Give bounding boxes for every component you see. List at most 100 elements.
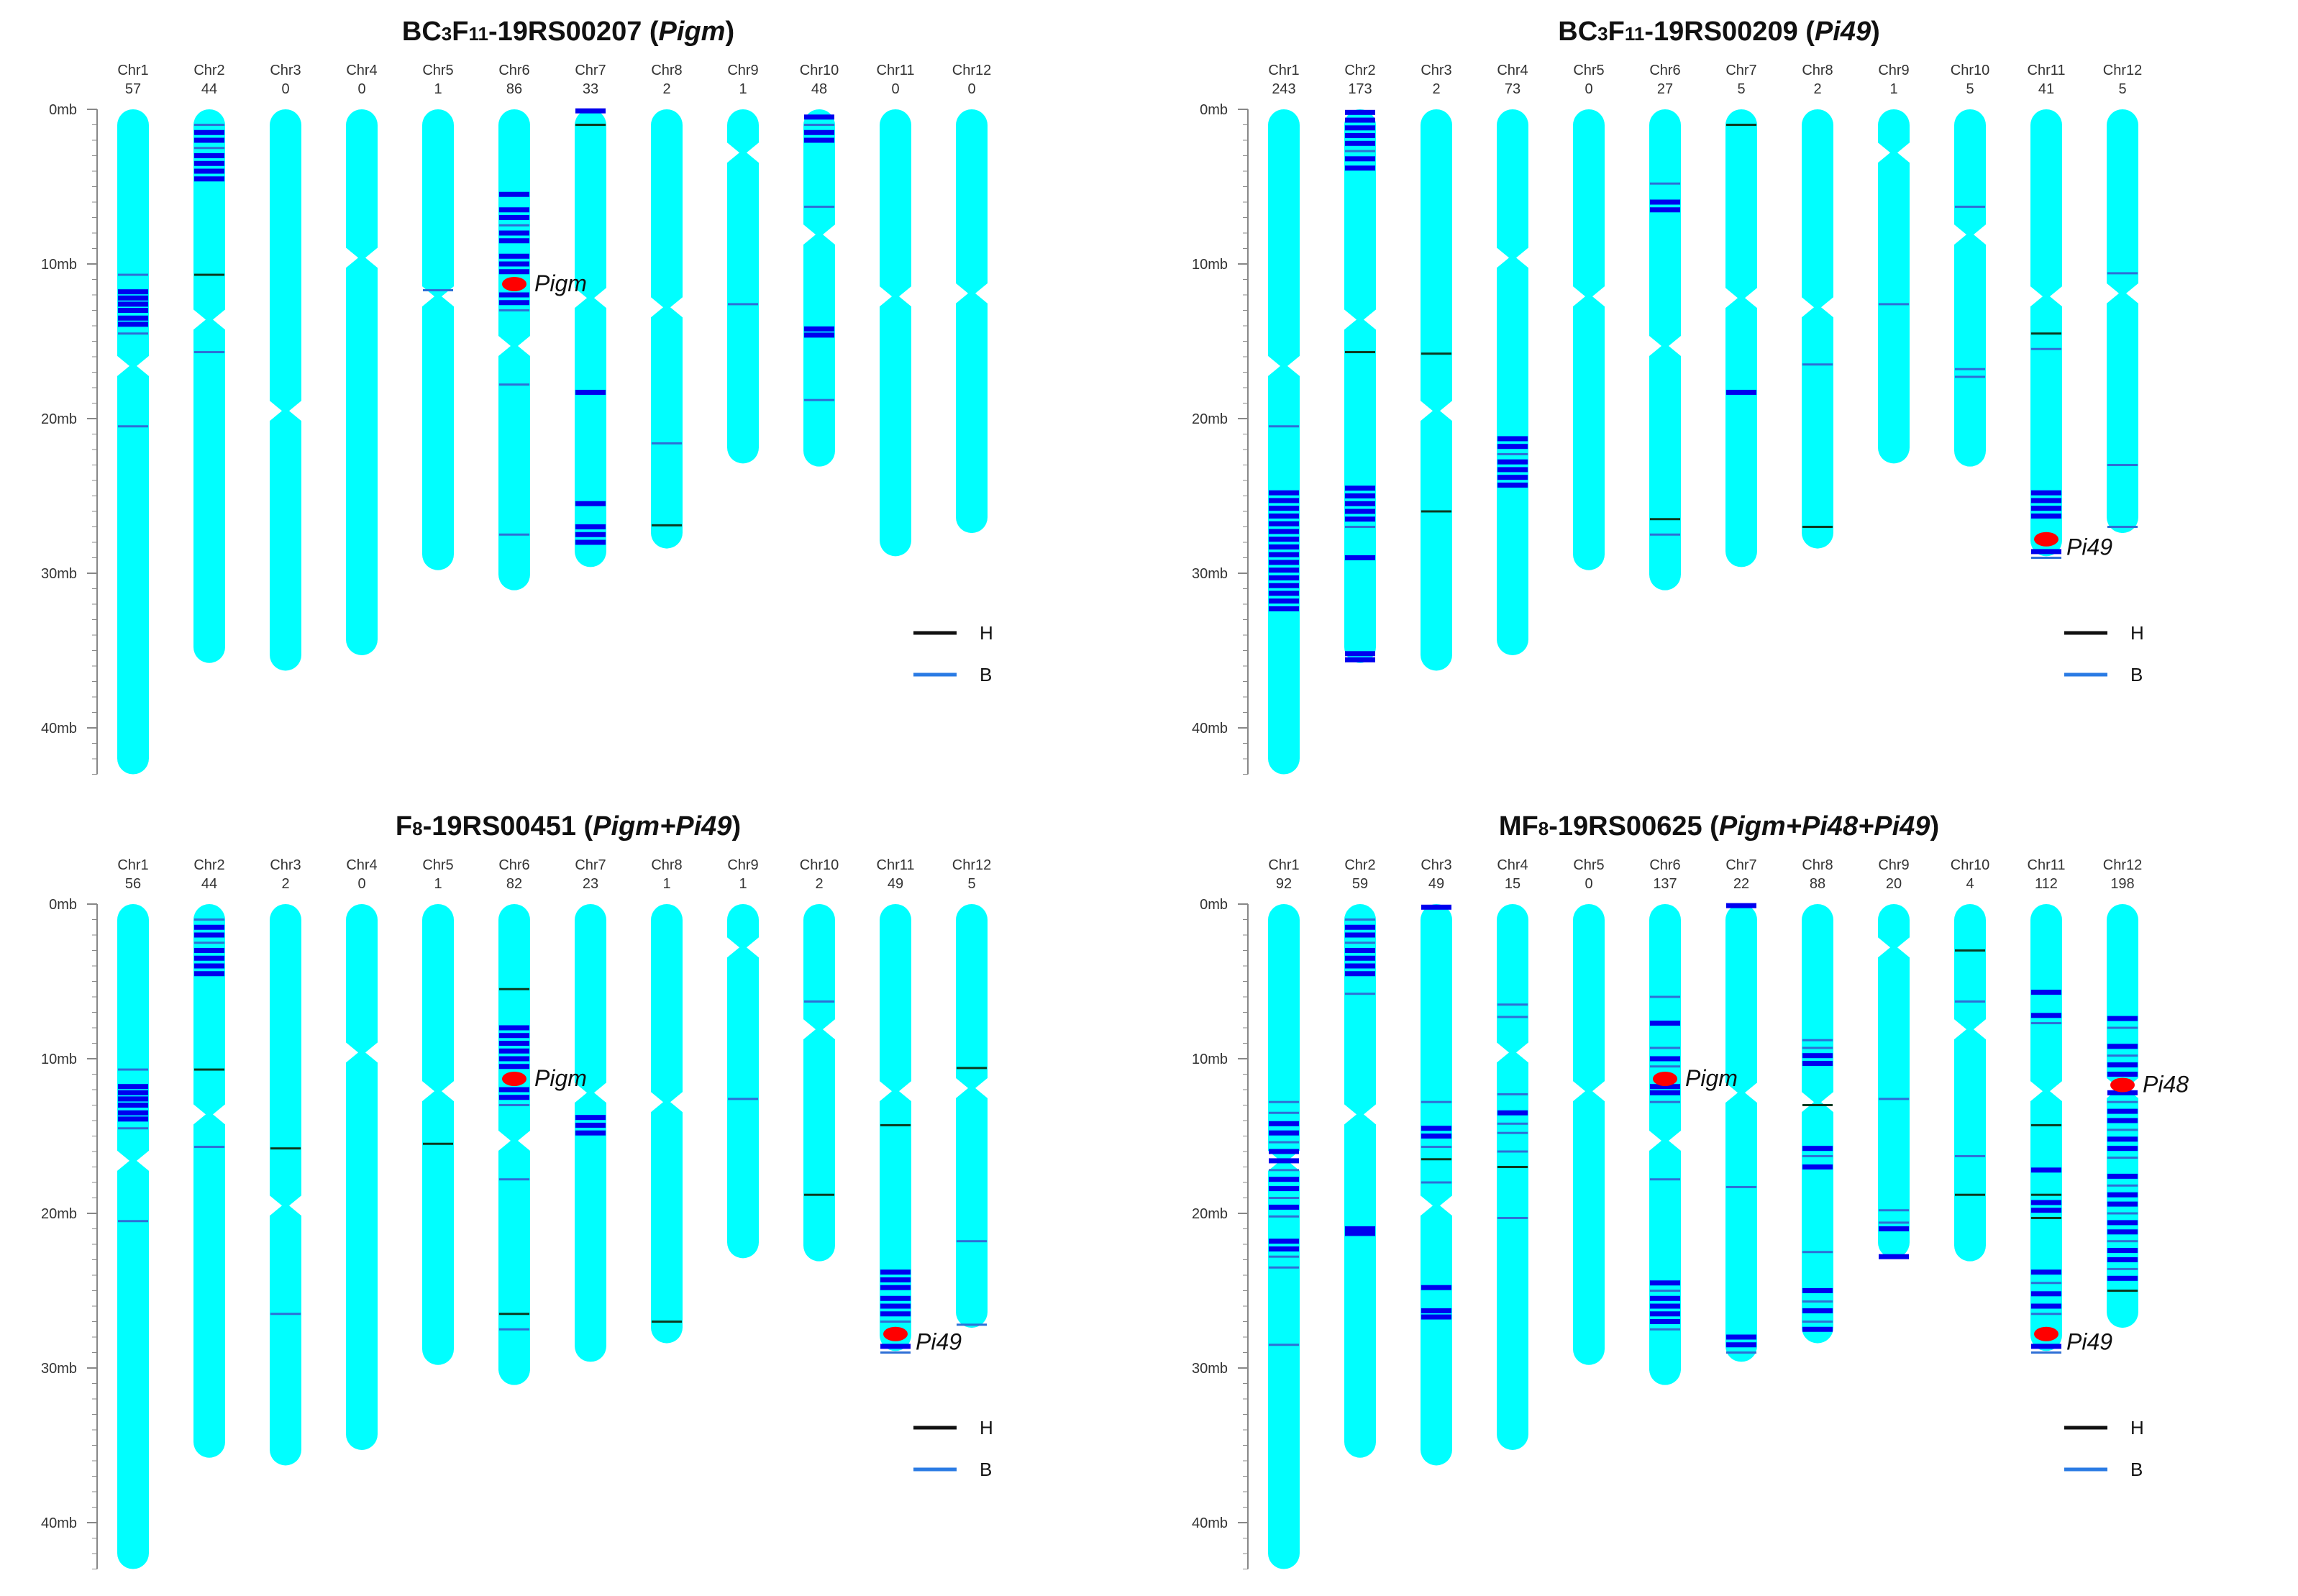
marker-b bbox=[1269, 544, 1299, 550]
marker-b bbox=[1345, 948, 1375, 953]
marker-b bbox=[194, 955, 224, 961]
marker-b bbox=[2031, 990, 2061, 995]
gene-marker bbox=[1653, 1071, 1677, 1086]
chromosome-body bbox=[1497, 109, 1528, 655]
marker-b bbox=[118, 289, 148, 295]
marker-count: 5 bbox=[2118, 81, 2126, 97]
chromosome-body bbox=[575, 109, 606, 567]
marker-b bbox=[2107, 464, 2138, 466]
marker-h bbox=[194, 1068, 224, 1071]
marker-count: 173 bbox=[1348, 81, 1372, 97]
marker-b bbox=[1497, 1016, 1528, 1018]
chromosome-body bbox=[2107, 904, 2138, 1328]
marker-b bbox=[2031, 498, 2061, 503]
marker-b bbox=[2107, 1220, 2138, 1226]
chromosome-label: Chr2 bbox=[193, 63, 224, 78]
marker-h bbox=[2031, 1216, 2061, 1219]
title-suffix: -19RS00625 ( bbox=[1549, 811, 1719, 842]
marker-b bbox=[1345, 150, 1375, 152]
chromosome-label: Chr6 bbox=[498, 857, 529, 873]
marker-h bbox=[2031, 1123, 2061, 1126]
gene-marker bbox=[2110, 1077, 2135, 1093]
marker-count: 1 bbox=[662, 876, 670, 892]
marker-b bbox=[1802, 1288, 1833, 1293]
chromosome-body bbox=[1421, 109, 1452, 671]
chromosome-label: Chr1 bbox=[1268, 63, 1299, 78]
marker-b bbox=[499, 309, 529, 311]
marker-b bbox=[2031, 506, 2061, 511]
marker-b bbox=[728, 1098, 758, 1100]
marker-b bbox=[118, 1068, 148, 1071]
panel-pigm-pi49: F8-19RS00451 (Pigm+Pi49) 0mb 10mb 20mb 30mb 4… bbox=[0, 795, 1136, 1586]
marker-b bbox=[880, 1295, 911, 1301]
marker-b bbox=[1802, 1300, 1833, 1303]
marker-b bbox=[1497, 1131, 1528, 1134]
chromosome-label: Chr5 bbox=[1573, 63, 1604, 78]
tick-label: 0mb bbox=[1200, 897, 1228, 913]
marker-b bbox=[1345, 485, 1375, 491]
marker-b bbox=[1269, 1239, 1299, 1244]
marker-b bbox=[1879, 1098, 1909, 1100]
chromosome-label: Chr8 bbox=[1802, 857, 1833, 873]
marker-b bbox=[1269, 425, 1299, 428]
marker-b bbox=[1345, 651, 1375, 657]
marker-b bbox=[1345, 993, 1375, 995]
marker-b bbox=[1650, 1328, 1680, 1331]
gene-label: Pi49 bbox=[2066, 1329, 2112, 1355]
title-genes-text: Pi49 bbox=[1815, 17, 1871, 47]
legend-h-label: H bbox=[2130, 1417, 2144, 1438]
marker-b bbox=[1650, 1290, 1680, 1292]
marker-h bbox=[575, 124, 606, 126]
marker-b bbox=[880, 1303, 911, 1309]
chromosome-label: Chr7 bbox=[575, 63, 606, 78]
marker-b bbox=[880, 1351, 911, 1354]
marker-b bbox=[1497, 482, 1528, 488]
marker-b bbox=[652, 442, 682, 444]
chromosome-body bbox=[1725, 904, 1757, 1362]
marker-b bbox=[1269, 1111, 1299, 1114]
marker-b bbox=[1269, 1255, 1299, 1258]
marker-count: 20 bbox=[1886, 876, 1902, 892]
marker-b bbox=[118, 425, 148, 428]
marker-b bbox=[1345, 918, 1375, 921]
marker-count: 2 bbox=[815, 876, 823, 892]
marker-b bbox=[1802, 1321, 1833, 1323]
marker-b bbox=[2107, 272, 2138, 275]
marker-b bbox=[2107, 1201, 2138, 1207]
tick-label: 20mb bbox=[1192, 411, 1228, 427]
marker-b bbox=[499, 1104, 529, 1106]
marker-b bbox=[1497, 459, 1528, 465]
marker-b bbox=[499, 1178, 529, 1181]
marker-b bbox=[1650, 1178, 1680, 1181]
marker-b bbox=[194, 963, 224, 969]
marker-b bbox=[1497, 1216, 1528, 1219]
marker-b bbox=[1650, 1084, 1680, 1090]
legend-h-label: H bbox=[980, 1417, 993, 1438]
marker-b bbox=[1269, 1344, 1299, 1346]
marker-b bbox=[575, 539, 606, 545]
marker-h bbox=[804, 1193, 834, 1196]
marker-b bbox=[1650, 1303, 1680, 1309]
marker-b bbox=[194, 924, 224, 930]
marker-b bbox=[1269, 513, 1299, 519]
marker-count: 15 bbox=[1505, 876, 1520, 892]
marker-b bbox=[2031, 1022, 2061, 1025]
marker-b bbox=[1345, 955, 1375, 961]
marker-b bbox=[194, 137, 224, 143]
title-suffix: -19RS00207 ( bbox=[488, 17, 659, 47]
marker-b bbox=[2107, 1248, 2138, 1254]
chromosome-label: Chr12 bbox=[952, 857, 991, 873]
marker-b bbox=[1345, 117, 1375, 123]
marker-b bbox=[1345, 657, 1375, 662]
gene-label: Pigm bbox=[1685, 1065, 1738, 1091]
marker-count: 56 bbox=[125, 876, 141, 892]
panel-pigm: BC3F11-19RS00207 (Pigm) 0mb 10mb 20mb 30mb 40… bbox=[0, 0, 1136, 791]
title-sub2: 11 bbox=[468, 23, 488, 45]
marker-b bbox=[1269, 1266, 1299, 1269]
marker-count: 0 bbox=[1585, 876, 1592, 892]
chromosome-body bbox=[1344, 109, 1376, 663]
chromosome-label: Chr6 bbox=[498, 63, 529, 78]
marker-b bbox=[1269, 560, 1299, 565]
marker-b bbox=[880, 1311, 911, 1317]
marker-b bbox=[1650, 207, 1680, 213]
